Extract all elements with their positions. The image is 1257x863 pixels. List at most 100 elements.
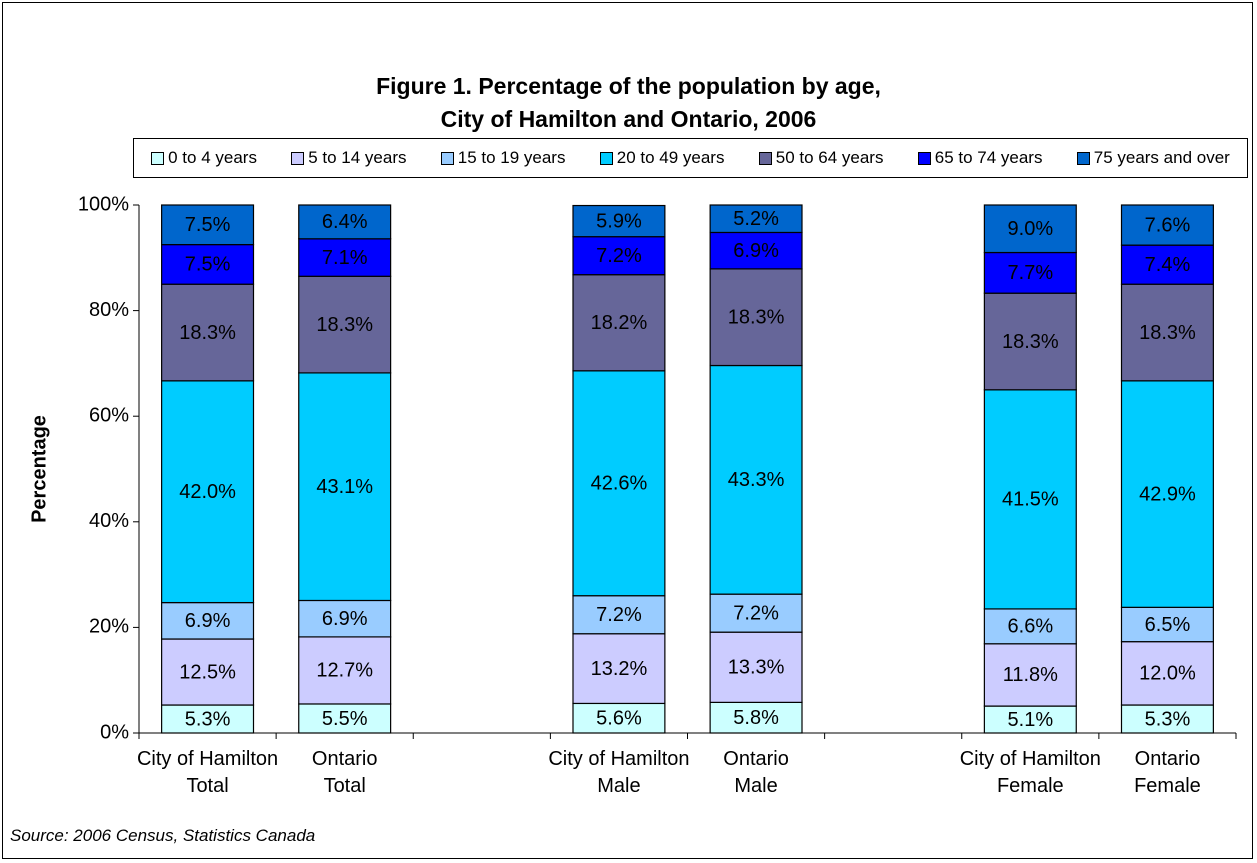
legend-label: 50 to 64 years (775, 148, 884, 167)
bar-segment (298, 599, 392, 638)
x-tick-label: Ontario Total (311, 748, 378, 797)
data-label: 7.1% (322, 247, 368, 269)
data-label: 7.2% (596, 245, 642, 267)
bar-segment (161, 380, 255, 604)
data-label: 7.5% (185, 254, 231, 276)
bar-segment (983, 389, 1077, 610)
bar-segment (1120, 204, 1214, 246)
x-tick-label: City of Hamilton Female (959, 748, 1101, 797)
legend-swatch (917, 151, 931, 165)
data-label: 5.2% (733, 208, 779, 230)
y-tick-label: 60% (89, 404, 129, 426)
legend-item: 15 to 19 years (440, 148, 566, 168)
data-label: 5.6% (596, 707, 642, 729)
data-label: 7.5% (185, 214, 231, 236)
bar-segment (1120, 606, 1214, 643)
data-label: 5.3% (1145, 708, 1191, 730)
x-tick-label: Ontario Female (1134, 748, 1201, 797)
legend-swatch (291, 151, 305, 165)
legend-item: 50 to 64 years (758, 148, 884, 168)
y-tick-label: 80% (89, 299, 129, 321)
data-label: 42.0% (179, 481, 236, 503)
data-label: 13.3% (728, 657, 785, 679)
legend-swatch (151, 151, 165, 165)
data-label: 7.6% (1145, 214, 1191, 236)
bar-segment (1120, 704, 1214, 734)
bar-segment (572, 204, 666, 238)
bar-segment (161, 204, 255, 246)
bar-segment (983, 251, 1077, 294)
data-label: 12.0% (1139, 663, 1196, 685)
data-label: 6.6% (1008, 616, 1054, 638)
legend-item: 20 to 49 years (599, 148, 725, 168)
data-label: 18.3% (1002, 331, 1059, 353)
legend-swatch (440, 151, 454, 165)
data-label: 7.2% (733, 602, 779, 624)
data-label: 5.9% (596, 210, 642, 232)
legend-label: 5 to 14 years (308, 148, 407, 167)
data-label: 6.4% (322, 211, 368, 233)
data-label: 42.6% (591, 473, 648, 495)
data-label: 18.2% (591, 312, 648, 334)
bar-segment (1120, 283, 1214, 382)
bar-segment (572, 633, 666, 705)
bar-segment (298, 372, 392, 602)
data-label: 18.3% (728, 306, 785, 328)
data-label: 9.0% (1008, 218, 1054, 240)
data-label: 6.9% (322, 608, 368, 630)
x-tick-label: Ontario Male (723, 748, 789, 797)
y-tick-label: 100% (78, 193, 129, 215)
legend-label: 0 to 4 years (168, 148, 257, 167)
data-label: 6.9% (733, 240, 779, 262)
bar-segment (1120, 244, 1214, 285)
legend-label: 20 to 49 years (616, 148, 725, 167)
legend-item: 75 years and over (1076, 148, 1230, 168)
legend-label: 15 to 19 years (457, 148, 566, 167)
bar-segment (572, 370, 666, 597)
data-label: 43.3% (728, 469, 785, 491)
y-tick-label: 20% (89, 616, 129, 638)
bar-segment (572, 274, 666, 372)
data-label: 18.3% (179, 322, 236, 344)
bar-segment (298, 204, 392, 240)
bar-segment (298, 275, 392, 374)
data-label: 7.7% (1008, 262, 1054, 284)
data-label: 7.2% (596, 604, 642, 626)
x-tick-label: City of Hamilton Male (548, 748, 690, 797)
bar-segment (983, 608, 1077, 645)
data-label: 18.3% (316, 314, 373, 336)
data-label: 41.5% (1002, 489, 1059, 511)
legend: 0 to 4 years 5 to 14 years 15 to 19 years 2… (133, 138, 1248, 178)
bar-segment (161, 244, 255, 285)
legend-label: 65 to 74 years (934, 148, 1043, 167)
source-note: Source: 2006 Census, Statistics Canada (10, 826, 316, 845)
bar-segment (983, 705, 1077, 734)
bar-segment (1120, 380, 1214, 608)
legend-item: 5 to 14 years (291, 148, 406, 168)
data-label: 6.9% (185, 610, 231, 632)
data-label: 11.8% (1003, 664, 1058, 686)
y-tick-label: 40% (89, 510, 129, 532)
bar-segment (161, 638, 255, 706)
data-label: 5.3% (185, 708, 231, 730)
y-tick-label: 0% (100, 721, 129, 743)
data-label: 5.8% (733, 707, 779, 729)
y-axis-label: Percentage (28, 415, 50, 523)
data-label: 5.1% (1008, 709, 1054, 731)
bar-segment (161, 283, 255, 382)
data-label: 43.1% (316, 476, 373, 498)
legend-label: 75 years and over (1093, 148, 1230, 167)
legend-swatch (758, 151, 772, 165)
legend-item: 0 to 4 years (151, 148, 257, 168)
data-label: 13.2% (591, 658, 648, 680)
bar-segment (983, 204, 1077, 254)
data-label: 18.3% (1139, 322, 1196, 344)
bar-segment (709, 631, 803, 703)
data-label: 12.7% (316, 660, 373, 682)
bar-segment (983, 643, 1077, 707)
chart-title: Figure 1. Percentage of the population b… (376, 73, 881, 132)
bar-segment (572, 595, 666, 635)
